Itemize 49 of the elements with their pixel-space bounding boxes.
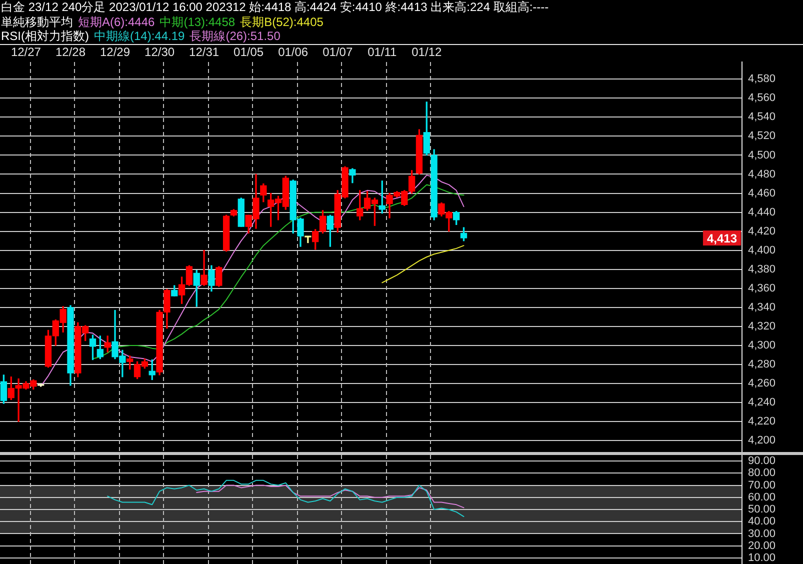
y-tick-label: 4,520 xyxy=(748,130,776,142)
x-tick-label: 12/31 xyxy=(189,45,220,60)
x-tick-label: 12/28 xyxy=(55,45,86,60)
y-tick-label: 4,360 xyxy=(748,282,776,294)
y-tick-label: 4,400 xyxy=(748,244,776,256)
y-tick-label: 90.00 xyxy=(748,455,776,468)
annotation: 4,413 xyxy=(706,231,738,246)
y-tick-label: 4,580 xyxy=(748,73,776,86)
x-tick-label: 12/27 xyxy=(10,45,42,60)
y-tick-label: 4,260 xyxy=(748,378,776,390)
x-tick-label: 01/11 xyxy=(368,45,398,60)
y-tick-label: 4,200 xyxy=(748,434,776,447)
y-tick-label: 4,340 xyxy=(748,301,776,314)
y-tick-label: 70.00 xyxy=(748,479,776,492)
text: 中期(13):4458 xyxy=(160,14,236,28)
y-tick-label: 4,300 xyxy=(748,339,776,352)
x-tick-label: 12/30 xyxy=(144,45,175,60)
x-tick-label: 01/12 xyxy=(412,45,442,60)
text: 短期A(6):4446 xyxy=(78,14,155,28)
y-tick-label: 4,440 xyxy=(748,206,776,218)
text: 中期線(14):44.19 xyxy=(94,29,185,43)
y-tick-label: 30.00 xyxy=(748,528,776,540)
legend-title: RSI(相対力指数) xyxy=(1,29,89,43)
text: 長期線(26):51.50 xyxy=(190,29,280,43)
y-tick-label: 4,460 xyxy=(748,187,776,200)
x-tick-label: 01/07 xyxy=(322,45,353,60)
y-tick-label: 40.00 xyxy=(748,516,776,528)
y-tick-label: 50.00 xyxy=(748,504,776,516)
x-tick-label: 01/06 xyxy=(278,45,308,60)
y-tick-label: 80.00 xyxy=(748,467,776,480)
y-tick-label: 4,380 xyxy=(748,263,776,276)
y-tick-label: 4,500 xyxy=(748,149,776,162)
y-tick-label: 20.00 xyxy=(748,540,776,552)
chart-title: 白金 23/12 240分足 2023/01/12 16:00 202312 始:4418 高:4424 安:4410 終:4413 出来高:224 取組高:---- xyxy=(1,0,549,14)
y-tick-label: 4,420 xyxy=(748,225,776,238)
y-tick-label: 4,480 xyxy=(748,168,776,180)
y-tick-label: 4,240 xyxy=(748,396,776,409)
legend-title: 単純移動平均 xyxy=(1,14,73,28)
y-tick-label: 4,220 xyxy=(748,416,776,428)
y-tick-label: 4,540 xyxy=(748,111,776,124)
y-tick-label: 60.00 xyxy=(748,491,776,504)
x-tick-label: 01/05 xyxy=(234,45,264,60)
y-tick-label: 4,320 xyxy=(748,320,776,332)
y-tick-label: 10.00 xyxy=(748,552,776,564)
text: 長期B(52):4405 xyxy=(240,14,324,28)
y-tick-label: 4,280 xyxy=(748,358,776,371)
y-tick-label: 4,560 xyxy=(748,92,776,104)
x-tick-label: 12/29 xyxy=(100,45,130,60)
candlestick xyxy=(304,236,312,244)
